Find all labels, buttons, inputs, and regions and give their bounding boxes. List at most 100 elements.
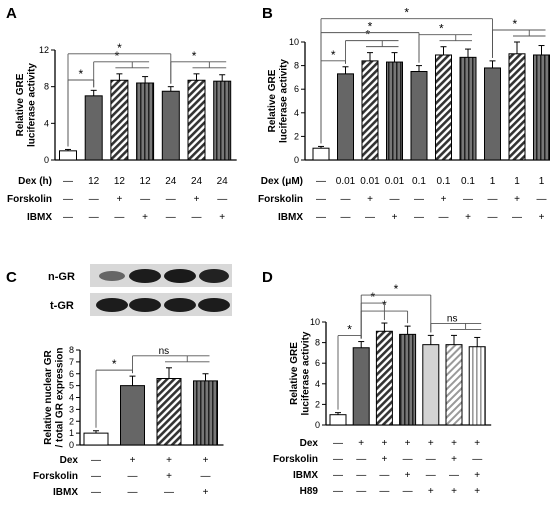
treatment-cell: — <box>333 470 343 481</box>
panel-b: 0 2 4 6 8 10 Relative GREluciferase activity De… <box>258 6 550 223</box>
y-tick-label: 2 <box>294 131 299 141</box>
treatment-row-label: IBMX <box>27 212 52 223</box>
y-tick-label: 1 <box>69 428 74 438</box>
treatment-cell: + <box>367 194 373 205</box>
treatment-cell: 0.01 <box>360 176 380 187</box>
bar <box>386 61 403 161</box>
treatment-cell: + <box>451 454 457 465</box>
treatment-cell: + <box>381 438 387 449</box>
treatment-row-label: IBMX <box>278 212 303 223</box>
y-tick-label: 10 <box>289 37 299 47</box>
treatment-cell: — <box>333 438 343 449</box>
treatment-cell: — <box>414 194 424 205</box>
treatment-cell: 0.1 <box>437 176 451 187</box>
treatment-cell: 0.01 <box>336 176 356 187</box>
y-tick-label: 6 <box>315 358 320 368</box>
treatment-cell: + <box>451 438 457 449</box>
treatment-cell: — <box>365 212 375 223</box>
treatment-cell: — <box>488 212 498 223</box>
treatment-cell: 24 <box>191 176 203 187</box>
blot-band <box>198 298 230 312</box>
y-tick-label: 7 <box>69 357 74 367</box>
blot-label-t-gr: t-GR <box>50 300 74 312</box>
bar <box>120 385 145 446</box>
blot-band <box>199 269 229 283</box>
bar <box>193 380 218 446</box>
treatment-row-label: Dex (h) <box>18 176 52 187</box>
treatment-cell: + <box>116 194 122 205</box>
y-tick-label: 0 <box>294 155 299 165</box>
y-tick-label: 8 <box>315 338 320 348</box>
treatment-cell: 12 <box>114 176 126 187</box>
bar <box>337 73 354 161</box>
treatment-cell: — <box>439 212 449 223</box>
blot-band <box>99 271 125 281</box>
treatment-cell: 12 <box>140 176 152 187</box>
treatment-row-label: IBMX <box>53 487 78 498</box>
bar <box>83 432 109 446</box>
treatment-cell: + <box>465 212 471 223</box>
bar <box>422 344 440 426</box>
significance-label: ns <box>159 346 170 357</box>
treatment-cell: 1 <box>514 176 520 187</box>
y-tick-label: 8 <box>69 345 74 355</box>
treatment-cell: 0.1 <box>461 176 475 187</box>
bar <box>161 90 180 161</box>
treatment-cell: — <box>114 212 124 223</box>
treatment-cell: — <box>128 471 138 482</box>
significance-label: * <box>347 323 352 337</box>
treatment-cell: — <box>472 454 482 465</box>
treatment-cell: — <box>341 212 351 223</box>
treatment-cell: — <box>463 194 473 205</box>
significance-label: * <box>112 357 117 371</box>
bar <box>459 56 477 161</box>
treatment-cell: — <box>414 212 424 223</box>
bar <box>312 147 330 161</box>
treatment-cell: — <box>316 194 326 205</box>
bar <box>110 79 129 161</box>
y-axis-label: Relative GREluciferase activity <box>267 59 290 143</box>
treatment-cell: — <box>89 212 99 223</box>
bar <box>361 60 379 161</box>
treatment-cell: 24 <box>217 176 229 187</box>
y-tick-label: 5 <box>69 381 74 391</box>
treatment-cell: + <box>441 194 447 205</box>
treatment-row-label: Dex (μM) <box>261 176 303 187</box>
treatment-cell: + <box>514 194 520 205</box>
treatment-cell: + <box>142 212 148 223</box>
significance-label: * <box>115 49 120 63</box>
treatment-cell: + <box>474 470 480 481</box>
significance-label: * <box>439 22 444 36</box>
treatment-row-label: Forskolin <box>258 194 303 205</box>
y-tick-label: 4 <box>69 393 74 403</box>
treatment-cell: + <box>451 486 457 497</box>
western-blot: n-GR t-GR <box>48 264 232 316</box>
treatment-cell: 1 <box>539 176 545 187</box>
significance-label: * <box>366 28 371 42</box>
y-axis-label: Relative GREluciferase activity <box>289 331 312 415</box>
y-tick-label: 0 <box>44 155 49 165</box>
treatment-cell: — <box>63 212 73 223</box>
y-tick-label: 8 <box>44 82 49 92</box>
treatment-cell: — <box>201 471 211 482</box>
bar <box>136 82 155 161</box>
y-tick-label: 4 <box>315 379 320 389</box>
blot-strip-t-gr <box>90 293 232 316</box>
treatment-row-label: Forskolin <box>33 471 78 482</box>
treatment-row-label: Dex <box>300 438 319 449</box>
y-axis-label: Relative GREluciferase activity <box>15 63 38 147</box>
treatment-cell: — <box>91 471 101 482</box>
y-tick-label: 8 <box>294 61 299 71</box>
bar <box>468 346 486 426</box>
treatment-row-label: IBMX <box>293 470 318 481</box>
treatment-cell: + <box>166 455 172 466</box>
significance-label: * <box>368 20 373 34</box>
treatment-cell: + <box>405 438 411 449</box>
treatment-cell: — <box>341 194 351 205</box>
treatment-row-label: Forskolin <box>7 194 52 205</box>
significance-label: * <box>513 17 518 31</box>
blot-band <box>129 298 161 312</box>
treatment-cell: — <box>379 470 389 481</box>
significance-label: * <box>117 41 122 55</box>
